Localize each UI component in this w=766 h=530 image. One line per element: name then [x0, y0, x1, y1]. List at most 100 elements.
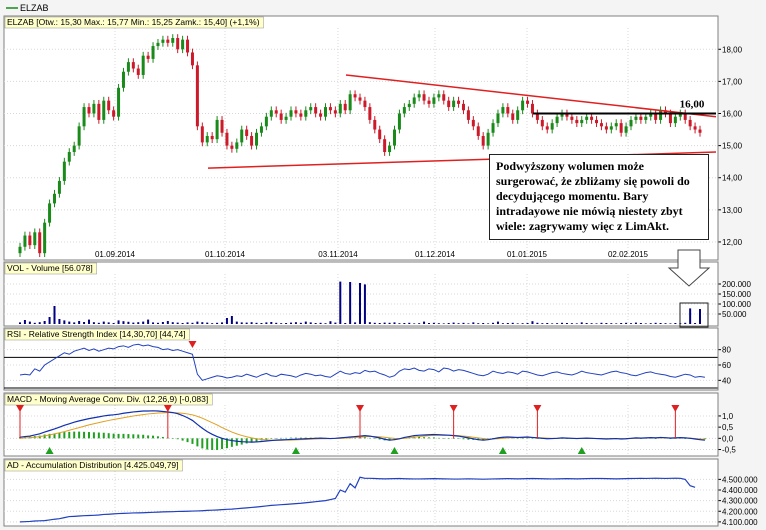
volume-bar: [531, 321, 534, 324]
volume-bar: [48, 317, 51, 324]
macd-hist-bar: [388, 438, 391, 441]
volume-bar: [654, 322, 657, 324]
volume-bar: [235, 321, 238, 324]
volume-bar: [482, 323, 485, 324]
pane-title-box: [4, 393, 213, 406]
candle-body: [570, 116, 574, 120]
candle-body: [121, 71, 125, 88]
macd-hist-bar: [58, 432, 61, 439]
macd-hist-bar: [536, 438, 539, 439]
volume-bar: [452, 322, 455, 324]
candle-body: [649, 113, 653, 117]
candle-body: [392, 129, 396, 146]
macd-hist-bar: [280, 437, 283, 439]
candle-body: [595, 119, 599, 124]
candle-body: [210, 135, 214, 140]
volume-bar: [383, 322, 386, 324]
volume-bar: [492, 322, 495, 324]
volume-bar: [122, 321, 125, 324]
volume-bar: [63, 320, 66, 324]
macd-hist-bar: [137, 434, 140, 439]
y-tick-label: 4.500.000: [722, 475, 758, 484]
macd-hist-bar: [171, 438, 174, 439]
candle-body: [575, 119, 579, 124]
candle-body: [146, 55, 150, 59]
volume-bar: [294, 322, 297, 324]
volume-bar: [117, 320, 120, 324]
volume-bar: [570, 323, 573, 324]
volume-bar: [649, 323, 652, 324]
candle-body: [437, 94, 441, 98]
volume-bar: [152, 322, 155, 324]
pane-title-box: [4, 16, 264, 29]
macd-hist-bar: [674, 438, 677, 439]
volume-bar: [634, 322, 637, 324]
macd-hist-bar: [132, 434, 135, 439]
volume-bar: [615, 323, 618, 324]
volume-bar: [472, 322, 475, 324]
volume-bar: [595, 323, 598, 324]
legend-strip: [0, 0, 766, 15]
candle-body: [388, 145, 392, 153]
volume-bar: [526, 323, 529, 324]
macd-hist-bar: [53, 433, 56, 439]
volume-bar: [171, 322, 174, 324]
candle-body: [368, 107, 372, 120]
macd-hist-bar: [378, 438, 381, 440]
volume-bar: [674, 323, 677, 324]
macd-hist-bar: [462, 438, 465, 440]
volume-bar: [142, 321, 145, 324]
volume-bar: [78, 321, 81, 324]
macd-hist-bar: [299, 437, 302, 439]
candle-body: [619, 123, 623, 133]
macd-hist-bar: [201, 438, 204, 449]
macd-hist-bar: [467, 438, 470, 440]
y-tick-label: -0,5: [722, 446, 736, 455]
candle-body: [97, 103, 101, 120]
macd-hist-bar: [48, 433, 51, 439]
macd-hist-bar: [68, 431, 71, 439]
macd-hist-bar: [285, 437, 288, 439]
volume-bar: [511, 322, 514, 324]
macd-hist-bar: [235, 438, 238, 446]
volume-bar: [516, 323, 519, 324]
volume-bar: [92, 322, 95, 324]
macd-hist-bar: [304, 437, 307, 439]
macd-hist-bar: [457, 438, 460, 439]
sell-marker: [449, 405, 458, 412]
sell-marker: [356, 405, 364, 412]
rsi-line: [19, 343, 706, 381]
macd-hist-bar: [526, 437, 529, 439]
candle-body: [373, 119, 377, 130]
macd-hist-bar: [225, 438, 228, 449]
macd-hist-bar: [216, 438, 219, 450]
macd-hist-bar: [368, 437, 371, 439]
candle-body: [565, 113, 569, 117]
volume-bar: [644, 323, 647, 324]
candle-body: [333, 110, 337, 114]
macd-hist-bar: [250, 438, 253, 443]
macd-hist-bar: [161, 436, 164, 439]
macd-hist-bar: [211, 438, 214, 450]
macd-hist-bar: [423, 437, 426, 439]
candle-body: [57, 180, 61, 194]
volume-bar: [216, 322, 219, 324]
macd-hist-bar: [270, 438, 273, 439]
y-tick-label: 1,0: [722, 412, 734, 421]
candle-body: [87, 107, 91, 114]
volume-bar: [240, 322, 243, 324]
volume-bar: [23, 320, 26, 324]
volume-bar: [664, 323, 667, 324]
pane-title-5: AD - Accumulation Distribution [4.425.04…: [7, 460, 179, 470]
macd-hist-bar: [654, 438, 657, 439]
candle-body: [230, 145, 234, 149]
volume-bar: [600, 322, 603, 324]
candle-body: [33, 232, 37, 246]
volume-bar: [373, 322, 376, 324]
candle-body: [673, 116, 677, 124]
candle-body: [200, 126, 204, 143]
buy-marker: [390, 447, 399, 454]
candle-body: [112, 110, 116, 117]
volume-bar: [339, 281, 342, 324]
macd-hist-bar: [127, 434, 130, 439]
